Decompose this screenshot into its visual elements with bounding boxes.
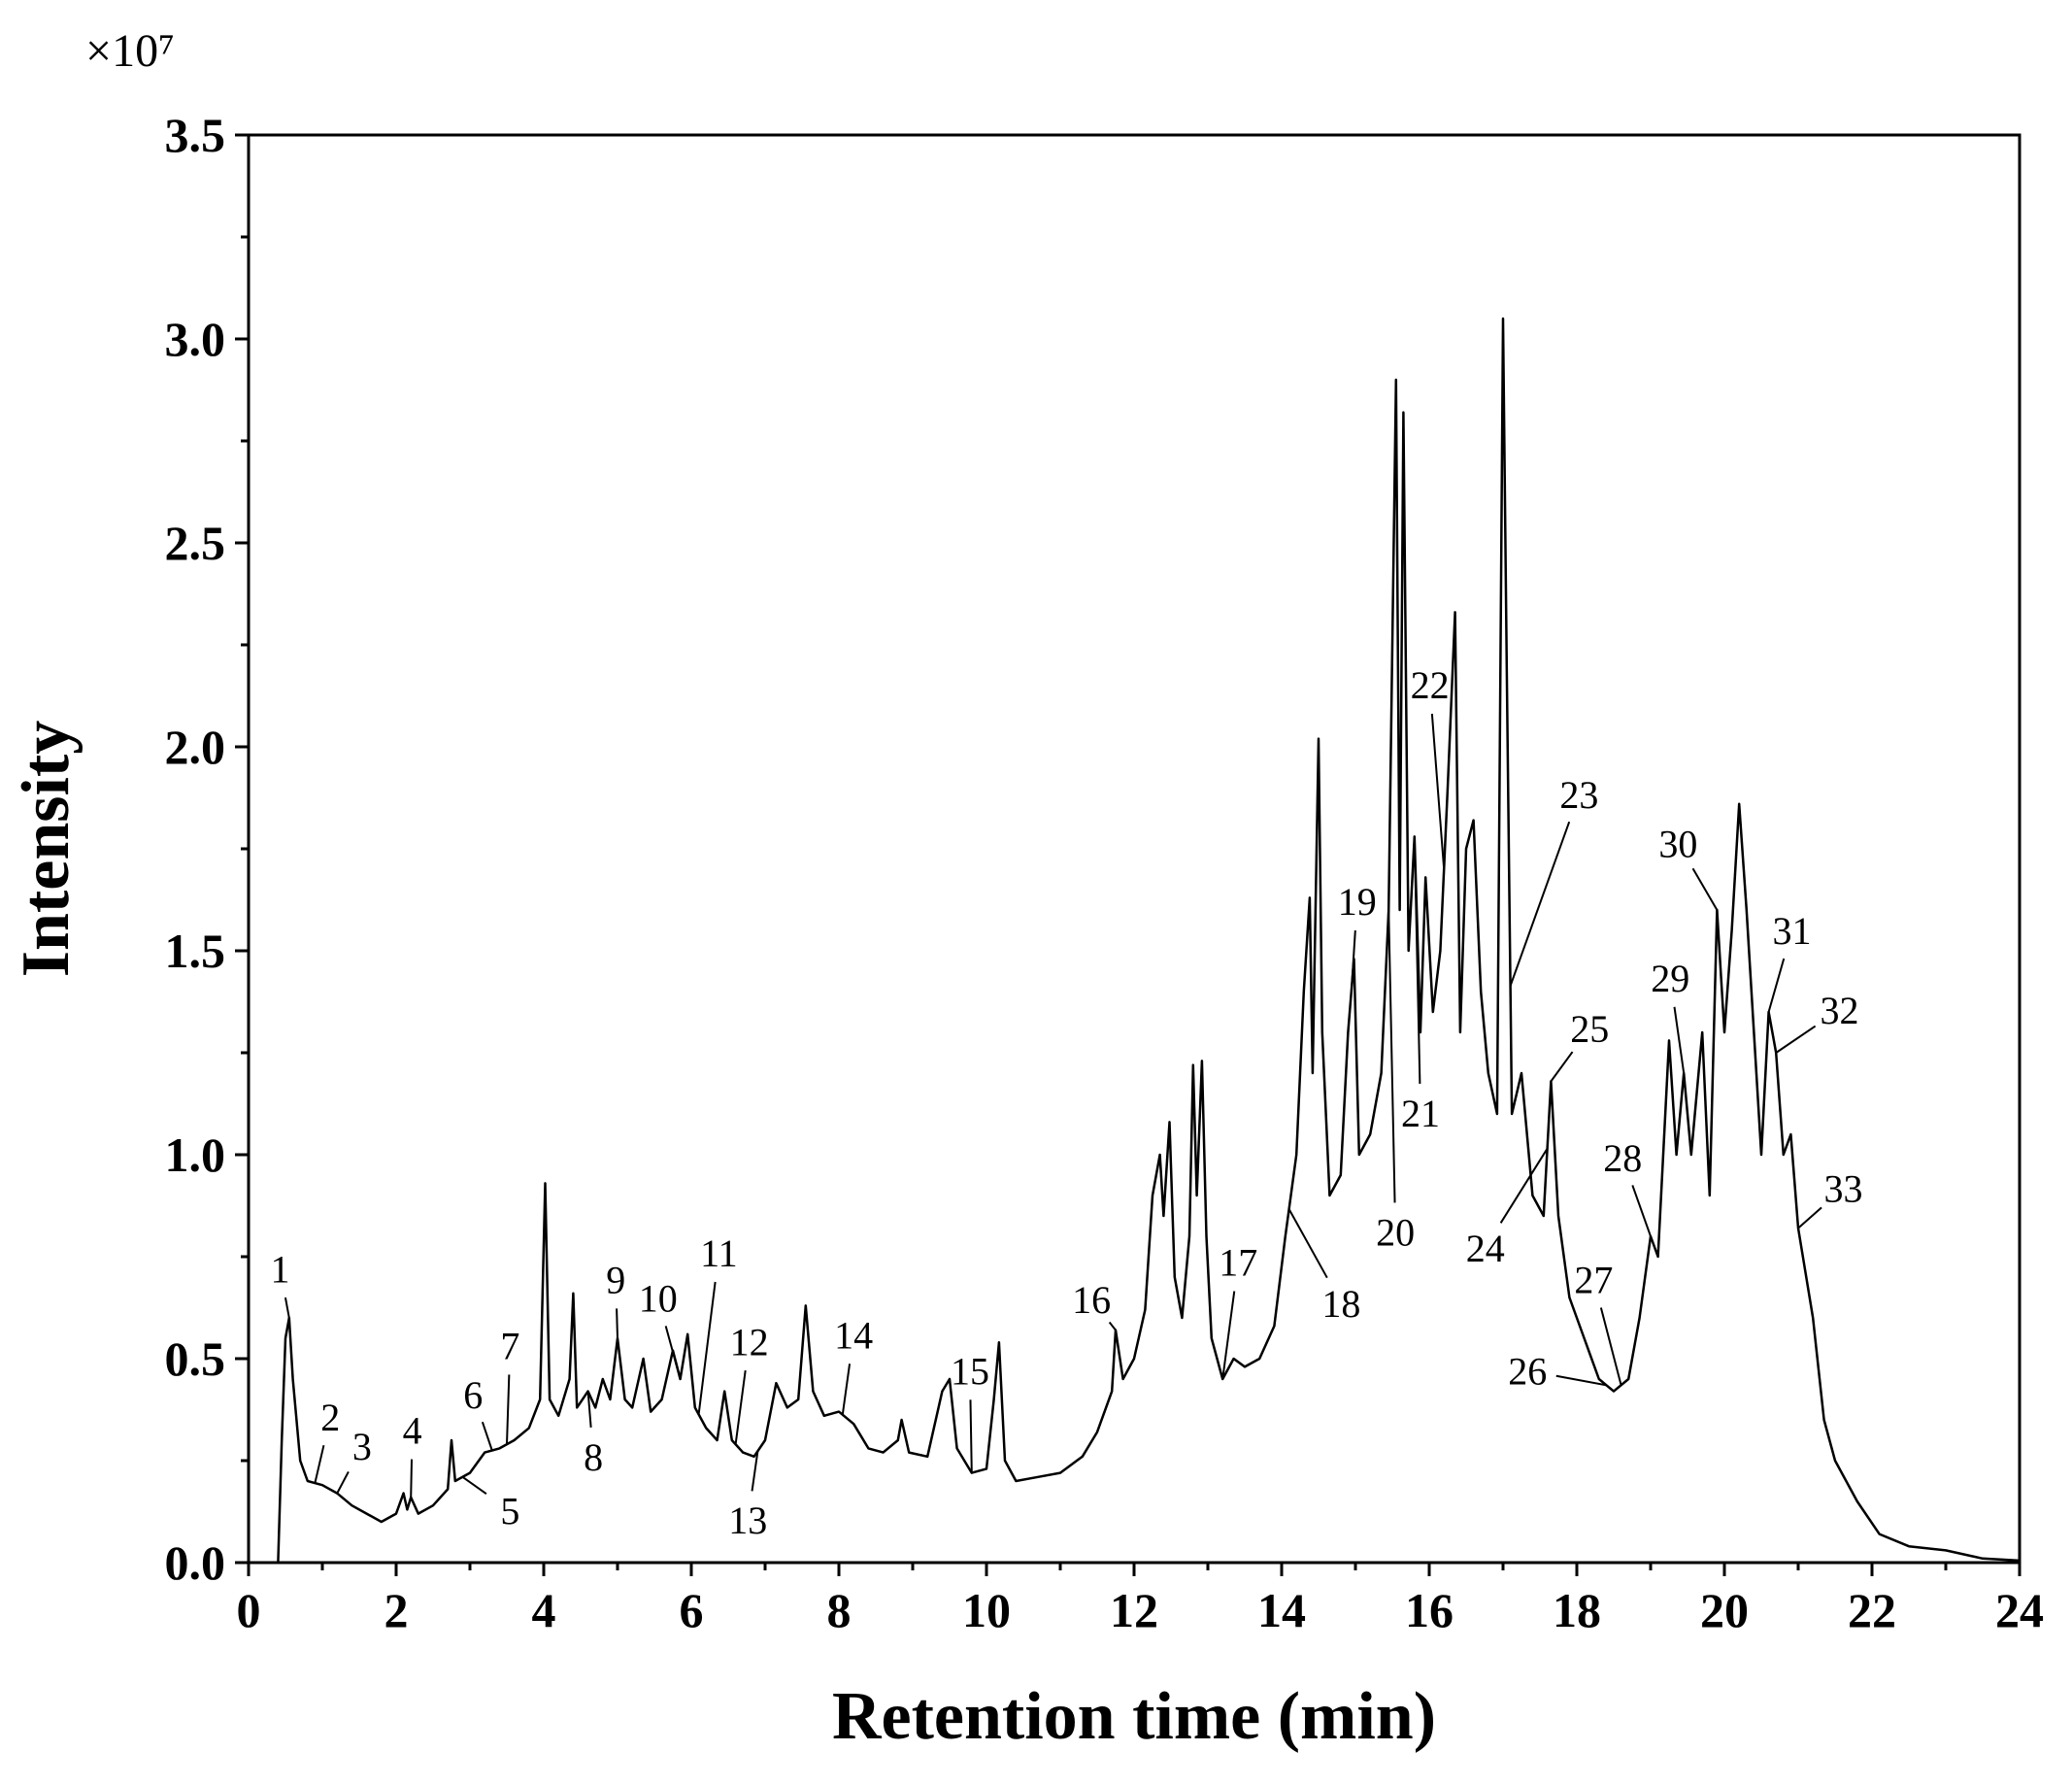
peak-leader [336, 1470, 350, 1495]
x-tick-label: 24 [1995, 1583, 2044, 1637]
peak-label: 31 [1772, 909, 1811, 953]
peak-leader [1221, 1291, 1236, 1380]
peak-leader [284, 1297, 290, 1319]
y-tick-label: 1.5 [165, 924, 226, 978]
x-tick-label: 10 [962, 1583, 1011, 1637]
peak-label: 20 [1376, 1210, 1415, 1254]
y-tick-label: 3.0 [165, 312, 226, 366]
peak-label: 6 [463, 1373, 483, 1417]
y-tick-label: 0.5 [165, 1331, 226, 1386]
peak-leader [481, 1421, 493, 1451]
peak-leader [1387, 909, 1396, 1203]
peak-leader [410, 1459, 414, 1498]
peak-leader [1413, 836, 1421, 1084]
x-tick-label: 16 [1405, 1583, 1454, 1637]
peak-label: 19 [1338, 880, 1377, 924]
peak-label: 29 [1651, 957, 1689, 1000]
chromatogram-line [249, 317, 2021, 1565]
peak-label: 32 [1820, 989, 1858, 1032]
peak-leader [616, 1308, 618, 1339]
peak-label: 25 [1570, 1007, 1609, 1051]
peak-label: 22 [1411, 663, 1450, 707]
peak-leader [1499, 1148, 1549, 1224]
peak-label: 3 [352, 1425, 372, 1468]
peak-leader [664, 1326, 682, 1380]
peak-label: 11 [700, 1231, 738, 1275]
peak-label: 13 [728, 1499, 767, 1542]
peak-label: 17 [1219, 1241, 1257, 1285]
peak-leader [697, 1281, 717, 1415]
peak-leader [1108, 1321, 1117, 1331]
peak-leader [1287, 1208, 1328, 1279]
peak-leader [1691, 867, 1719, 911]
y-tick-label: 0.0 [165, 1535, 226, 1590]
peak-label: 15 [951, 1349, 989, 1393]
x-tick-label: 12 [1110, 1583, 1158, 1637]
peak-label: 16 [1072, 1278, 1111, 1322]
x-tick-label: 14 [1257, 1583, 1306, 1637]
peak-leader [1351, 930, 1356, 987]
x-axis-title: Retention time (min) [832, 1679, 1436, 1754]
y-axis-title: Intensity [9, 721, 84, 977]
peak-label: 30 [1658, 822, 1697, 865]
peak-leader [1599, 1307, 1622, 1386]
peak-label: 26 [1508, 1349, 1547, 1393]
peak-label: 28 [1603, 1136, 1642, 1180]
peak-label: 2 [320, 1396, 340, 1439]
x-tick-label: 22 [1848, 1583, 1896, 1637]
peak-leader [841, 1364, 852, 1415]
x-tick-label: 18 [1553, 1583, 1601, 1637]
peak-leader [1673, 1006, 1686, 1074]
peak-leader [751, 1451, 759, 1492]
peak-label: 7 [500, 1324, 519, 1367]
x-tick-label: 0 [237, 1583, 261, 1637]
peak-leader [506, 1374, 511, 1445]
peak-label: 21 [1401, 1092, 1440, 1135]
peak-label: 18 [1321, 1282, 1360, 1326]
peak-label: 24 [1466, 1227, 1505, 1270]
peak-leader [1430, 713, 1446, 870]
peak-label: 8 [584, 1435, 603, 1479]
peak-leader [1550, 1051, 1574, 1082]
y-tick-label: 1.0 [165, 1128, 226, 1182]
x-tick-label: 6 [680, 1583, 704, 1637]
x-tick-label: 4 [532, 1583, 556, 1637]
peak-leader [586, 1391, 592, 1428]
y-tick-label: 3.5 [165, 108, 226, 162]
y-tick-label: 2.5 [165, 516, 226, 570]
peak-label: 4 [403, 1409, 422, 1453]
y-multiplier: ×10⁷ [85, 25, 175, 77]
peak-label: 27 [1574, 1258, 1613, 1301]
peak-label: 5 [500, 1490, 519, 1533]
peak-leader [461, 1475, 487, 1496]
peak-leader [1767, 958, 1786, 1013]
x-tick-label: 20 [1700, 1583, 1749, 1637]
peak-leader [1509, 821, 1571, 987]
x-tick-label: 8 [827, 1583, 852, 1637]
peak-label: 1 [271, 1248, 290, 1292]
peak-label: 9 [606, 1258, 625, 1301]
peak-label: 14 [834, 1314, 873, 1358]
peak-label: 10 [639, 1276, 678, 1320]
peak-label: 23 [1559, 773, 1598, 817]
peak-leader [969, 1399, 973, 1473]
peak-label: 12 [730, 1320, 769, 1364]
peak-leader [1775, 1025, 1817, 1054]
peak-leader [1797, 1206, 1822, 1229]
x-tick-label: 2 [384, 1583, 409, 1637]
peak-leader [1631, 1185, 1652, 1237]
peak-leader [314, 1444, 325, 1484]
peak-leader [734, 1369, 747, 1445]
peak-label: 33 [1824, 1167, 1863, 1211]
y-tick-label: 2.0 [165, 720, 226, 774]
peak-leader [1555, 1374, 1607, 1387]
